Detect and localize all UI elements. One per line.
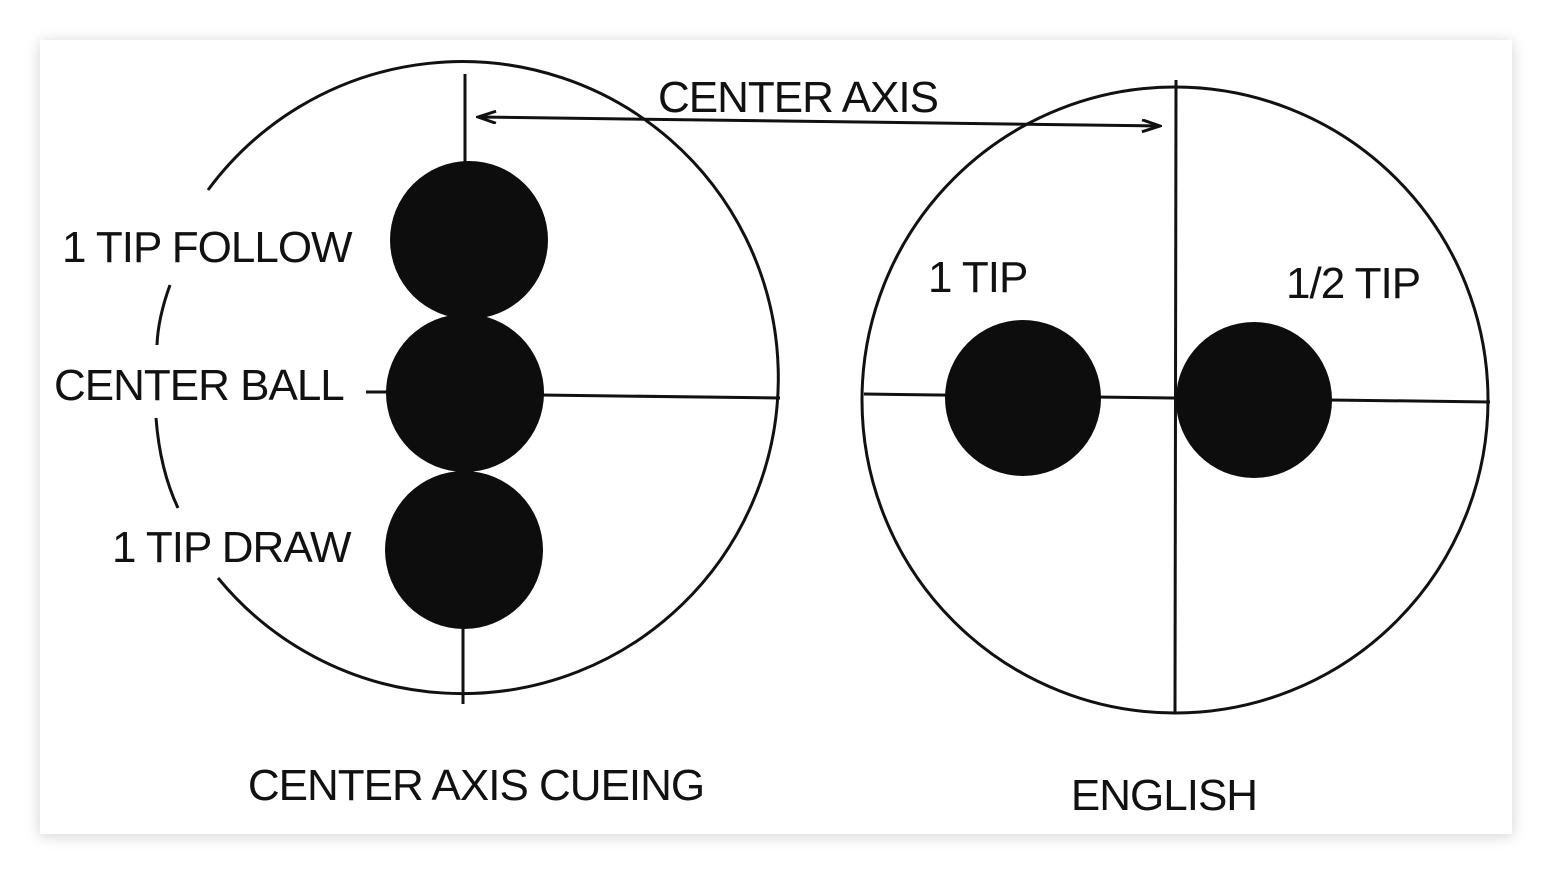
- right-caption: ENGLISH: [1071, 771, 1257, 820]
- one-tip-english-marker: [945, 320, 1101, 476]
- draw-tip-marker: [385, 471, 543, 629]
- center-tip-marker: [386, 314, 544, 472]
- center-axis-label: CENTER AXIS: [658, 73, 938, 122]
- left-cue-ball-outline: [206, 60, 780, 696]
- left-horizontal-axis: [539, 393, 781, 400]
- follow-tip-marker: [390, 161, 548, 319]
- right-cue-ball: [860, 79, 1491, 715]
- right-vertical-axis: [1173, 79, 1178, 713]
- left-bracket-upper: [155, 284, 172, 346]
- left-bracket-lower: [154, 417, 180, 509]
- follow-label: 1 TIP FOLLOW: [62, 223, 353, 272]
- center-axis-arrow: [478, 117, 1160, 126]
- half-tip-label: 1/2 TIP: [1286, 259, 1420, 308]
- center-ball-label: CENTER BALL: [54, 361, 344, 410]
- left-cue-ball: [154, 60, 781, 704]
- one-tip-label: 1 TIP: [928, 253, 1027, 302]
- left-caption: CENTER AXIS CUEING: [248, 761, 704, 810]
- draw-label: 1 TIP DRAW: [112, 523, 352, 572]
- half-tip-english-marker: [1176, 322, 1332, 478]
